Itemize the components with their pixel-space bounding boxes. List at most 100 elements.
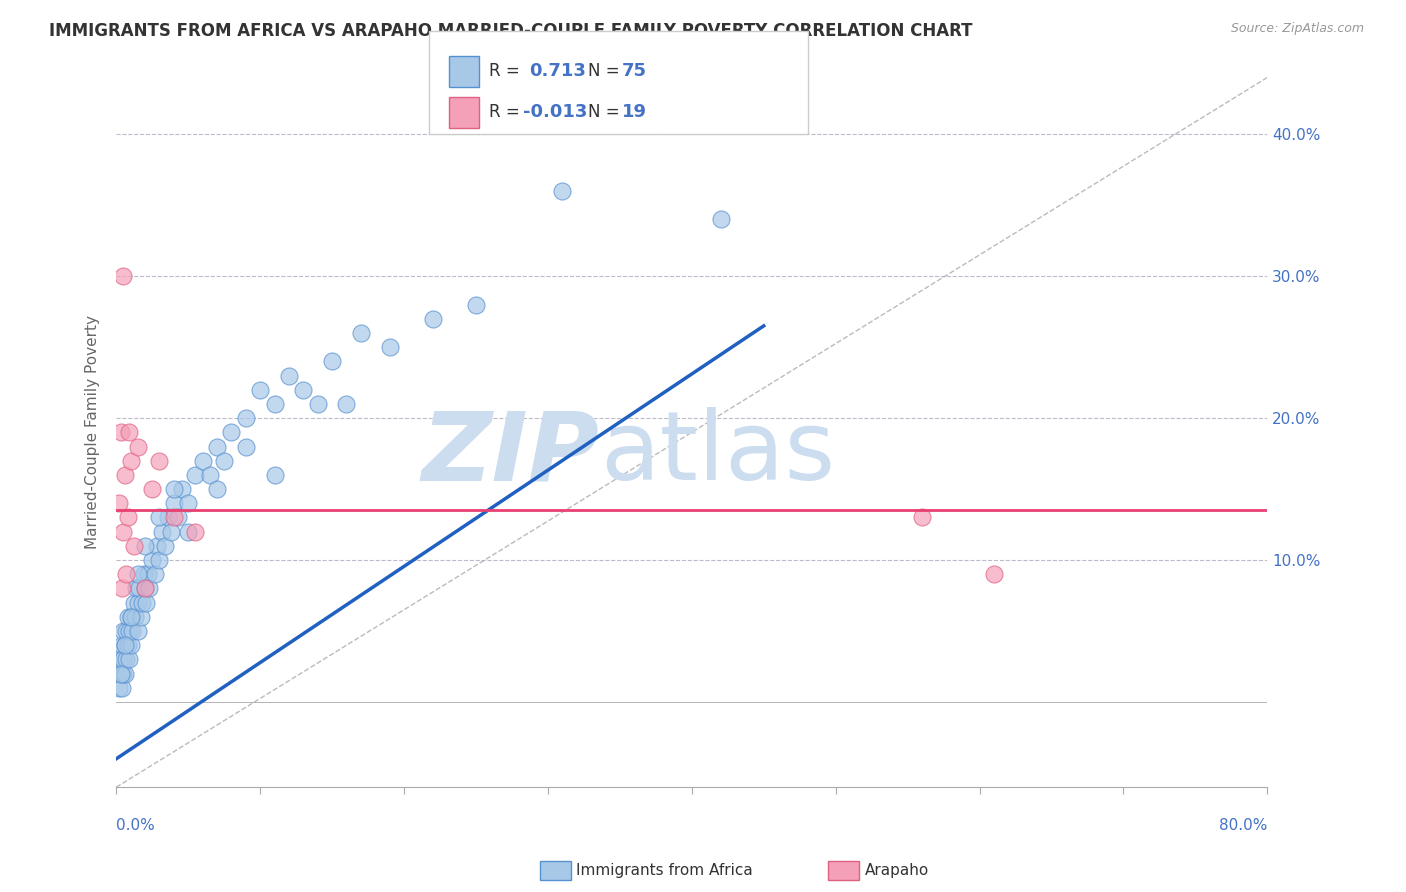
Point	[110, 425, 132, 440]
Point	[118, 425, 141, 440]
Point	[160, 524, 183, 539]
Point	[108, 496, 131, 510]
Point	[143, 567, 166, 582]
Point	[184, 524, 207, 539]
Text: Immigrants from Africa: Immigrants from Africa	[576, 863, 754, 878]
Point	[710, 212, 733, 227]
Point	[163, 510, 186, 524]
Point	[350, 326, 373, 340]
Point	[112, 524, 135, 539]
Text: 75: 75	[621, 62, 647, 80]
Y-axis label: Married-Couple Family Poverty: Married-Couple Family Poverty	[86, 315, 100, 549]
Point	[148, 553, 170, 567]
Point	[163, 482, 186, 496]
Text: 0.0%: 0.0%	[117, 818, 155, 833]
Point	[163, 496, 186, 510]
Point	[120, 610, 142, 624]
Point	[114, 666, 136, 681]
Text: Source: ZipAtlas.com: Source: ZipAtlas.com	[1230, 22, 1364, 36]
Point	[117, 510, 139, 524]
Point	[136, 567, 159, 582]
Point	[128, 582, 150, 596]
Point	[115, 567, 138, 582]
Point	[292, 383, 315, 397]
Text: N =: N =	[588, 103, 624, 121]
Text: Arapaho: Arapaho	[865, 863, 929, 878]
Point	[121, 624, 143, 638]
Point	[110, 652, 132, 666]
Point	[122, 539, 145, 553]
Point	[134, 539, 156, 553]
Text: 80.0%: 80.0%	[1219, 818, 1267, 833]
Point	[134, 582, 156, 596]
Point	[112, 652, 135, 666]
Point	[138, 582, 160, 596]
Text: atlas: atlas	[600, 407, 835, 500]
Point	[172, 482, 194, 496]
Point	[191, 453, 214, 467]
Point	[108, 681, 131, 695]
Point	[148, 453, 170, 467]
Point	[198, 467, 221, 482]
Text: IMMIGRANTS FROM AFRICA VS ARAPAHO MARRIED-COUPLE FAMILY POVERTY CORRELATION CHAR: IMMIGRANTS FROM AFRICA VS ARAPAHO MARRIE…	[49, 22, 973, 40]
Point	[307, 397, 329, 411]
Text: -0.013: -0.013	[523, 103, 588, 121]
Point	[141, 553, 163, 567]
Point	[120, 638, 142, 652]
Point	[117, 638, 139, 652]
Text: 0.713: 0.713	[529, 62, 585, 80]
Point	[205, 482, 228, 496]
Point	[221, 425, 243, 440]
Text: N =: N =	[588, 62, 624, 80]
Point	[110, 666, 132, 681]
Point	[422, 311, 444, 326]
Point	[205, 440, 228, 454]
Point	[263, 397, 285, 411]
Point	[127, 624, 149, 638]
Point	[111, 582, 134, 596]
Point	[157, 510, 180, 524]
Point	[120, 453, 142, 467]
Point	[177, 524, 200, 539]
Point	[263, 467, 285, 482]
Point	[124, 610, 146, 624]
Text: 19: 19	[621, 103, 647, 121]
Point	[134, 582, 156, 596]
Point	[177, 496, 200, 510]
Point	[335, 397, 357, 411]
Text: R =: R =	[489, 62, 530, 80]
Point	[118, 652, 141, 666]
Point	[110, 666, 132, 681]
Point	[212, 453, 235, 467]
Point	[122, 596, 145, 610]
Point	[551, 184, 574, 198]
Point	[983, 567, 1005, 582]
Point	[111, 638, 134, 652]
Point	[378, 340, 401, 354]
Point	[167, 510, 190, 524]
Point	[127, 596, 149, 610]
Point	[120, 610, 142, 624]
Point	[111, 681, 134, 695]
Point	[184, 467, 207, 482]
Point	[148, 510, 170, 524]
Point	[277, 368, 299, 383]
Point	[117, 610, 139, 624]
Point	[135, 596, 157, 610]
Point	[112, 624, 135, 638]
Point	[115, 624, 138, 638]
Point	[114, 638, 136, 652]
Point	[112, 269, 135, 284]
Point	[465, 297, 488, 311]
Point	[153, 539, 176, 553]
Point	[118, 624, 141, 638]
Point	[112, 666, 135, 681]
Point	[132, 567, 155, 582]
Point	[127, 567, 149, 582]
Point	[150, 524, 173, 539]
Point	[141, 482, 163, 496]
Point	[127, 440, 149, 454]
Point	[249, 383, 271, 397]
Point	[114, 638, 136, 652]
Point	[125, 582, 148, 596]
